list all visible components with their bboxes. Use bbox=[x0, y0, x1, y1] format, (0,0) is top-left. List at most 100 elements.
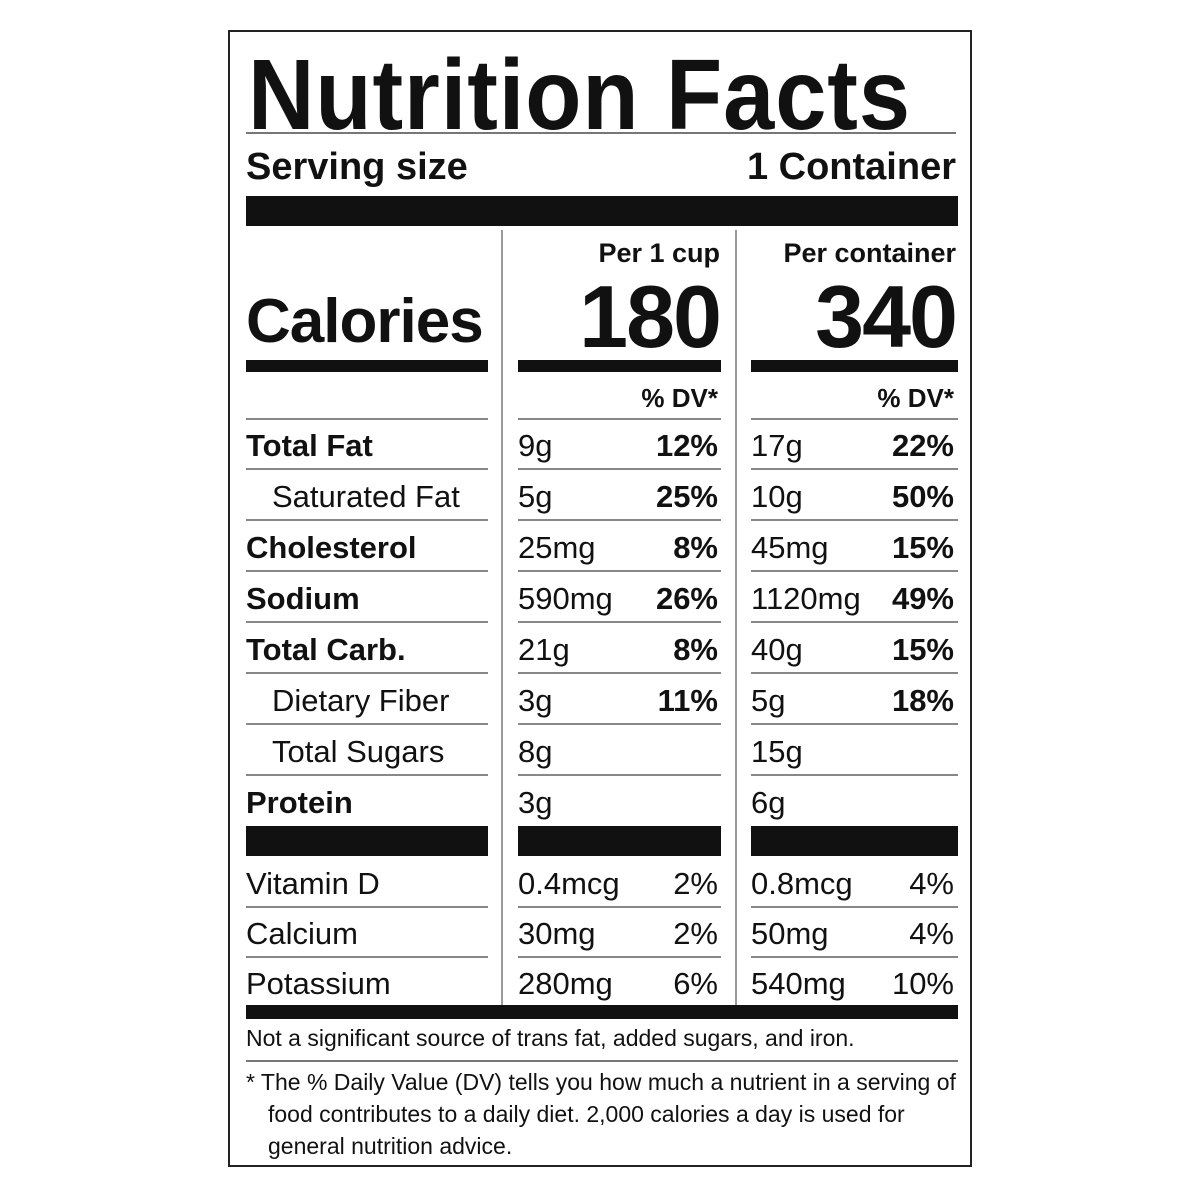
row-separator bbox=[751, 418, 958, 420]
nutrient-dv-per-cup: 26% bbox=[655, 581, 718, 616]
row-separator bbox=[246, 774, 488, 776]
nutrient-name: Total Carb. bbox=[246, 632, 406, 667]
nutrient-name: Total Sugars bbox=[272, 734, 445, 769]
row-separator bbox=[246, 570, 488, 572]
vitamin-amount-per-container: 50mg bbox=[751, 916, 829, 951]
row-separator bbox=[518, 570, 721, 572]
footnote-line-1: * The % Daily Value (DV) tells you how m… bbox=[246, 1069, 956, 1095]
calories-bar-col1 bbox=[518, 360, 721, 372]
footnote-line-3: general nutrition advice. bbox=[268, 1133, 513, 1159]
row-separator bbox=[518, 956, 721, 958]
row-separator bbox=[246, 672, 488, 674]
nutrient-name: Total Fat bbox=[246, 428, 373, 463]
row-separator bbox=[751, 956, 958, 958]
nutrient-dv-per-container: 22% bbox=[891, 428, 954, 463]
vitamin-dv-per-cup: 2% bbox=[673, 866, 718, 901]
nutrient-dv-per-container: 15% bbox=[891, 632, 954, 667]
row-separator bbox=[751, 672, 958, 674]
nutrient-amount-per-container: 6g bbox=[751, 785, 786, 820]
vitamin-amount-per-cup: 280mg bbox=[518, 966, 613, 1001]
nutrient-amount-per-container: 17g bbox=[751, 428, 803, 463]
nutrition-facts-label: Nutrition Facts Serving size 1 Container… bbox=[228, 30, 972, 1167]
thick-bar-bottom bbox=[246, 1005, 958, 1019]
vitamin-dv-per-cup: 2% bbox=[673, 916, 718, 951]
row-separator bbox=[751, 519, 958, 521]
calories-per-cup: 180 bbox=[579, 267, 722, 366]
serving-size-value: 1 Container bbox=[746, 146, 956, 188]
nutrient-row-total-fat: Total Fat 9g 12% 17g 22% bbox=[230, 420, 970, 470]
nutrient-amount-per-container: 10g bbox=[751, 479, 803, 514]
nutrient-amount-per-cup: 3g bbox=[518, 683, 553, 718]
nutrient-amount-per-cup: 21g bbox=[518, 632, 570, 667]
vitamin-row-vitamin-d: Vitamin D 0.4mcg 2% 0.8mcg 4% bbox=[230, 858, 970, 908]
vitamin-name: Potassium bbox=[246, 966, 391, 1001]
vitamin-row-calcium: Calcium 30mg 2% 50mg 4% bbox=[230, 908, 970, 958]
nutrient-dv-per-cup: 25% bbox=[655, 479, 718, 514]
row-separator bbox=[246, 906, 488, 908]
vitamin-dv-per-container: 10% bbox=[891, 966, 954, 1001]
column-divider-2 bbox=[735, 230, 737, 1005]
thick-bar-top bbox=[246, 196, 958, 226]
not-significant-note: Not a significant source of trans fat, a… bbox=[246, 1025, 855, 1051]
dv-header-per-cup: % DV* bbox=[641, 383, 718, 413]
row-separator bbox=[751, 621, 958, 623]
column-header-per-container: Per container bbox=[783, 238, 956, 268]
vitamin-dv-per-container: 4% bbox=[909, 916, 954, 951]
calories-label: Calories bbox=[246, 287, 484, 356]
nutrient-amount-per-cup: 25mg bbox=[518, 530, 596, 565]
nutrient-amount-per-container: 5g bbox=[751, 683, 786, 718]
nutrient-amount-per-container: 1120mg bbox=[751, 581, 861, 616]
row-separator bbox=[518, 774, 721, 776]
nutrient-row-cholesterol: Cholesterol 25mg 8% 45mg 15% bbox=[230, 522, 970, 572]
row-separator bbox=[246, 723, 488, 725]
vitamin-amount-per-container: 0.8mcg bbox=[751, 866, 853, 901]
daily-value-footnote: * The % Daily Value (DV) tells you how m… bbox=[246, 1066, 956, 1162]
row-separator bbox=[246, 418, 488, 420]
calories-per-container: 340 bbox=[815, 267, 958, 366]
row-separator bbox=[518, 519, 721, 521]
nutrient-dv-per-container: 15% bbox=[891, 530, 954, 565]
row-separator bbox=[246, 519, 488, 521]
protein-bar-name bbox=[246, 826, 488, 856]
nutrient-row-total-carb: Total Carb. 21g 8% 40g 15% bbox=[230, 624, 970, 674]
vitamin-dv-per-cup: 6% bbox=[673, 966, 718, 1001]
nutrient-row-saturated-fat: Saturated Fat 5g 25% 10g 50% bbox=[230, 471, 970, 521]
footnote-rule bbox=[246, 1060, 958, 1062]
title-rule bbox=[246, 132, 956, 134]
dv-header-per-container: % DV* bbox=[877, 383, 954, 413]
nutrient-row-sodium: Sodium 590mg 26% 1120mg 49% bbox=[230, 573, 970, 623]
nutrient-name: Protein bbox=[246, 785, 353, 820]
vitamin-amount-per-cup: 30mg bbox=[518, 916, 596, 951]
nutrient-name: Dietary Fiber bbox=[272, 683, 450, 718]
row-separator bbox=[246, 468, 488, 470]
column-header-per-cup: Per 1 cup bbox=[598, 238, 720, 268]
column-divider-1 bbox=[501, 230, 503, 1005]
footnote-line-2: food contributes to a daily diet. 2,000 … bbox=[268, 1101, 905, 1127]
vitamin-amount-per-cup: 0.4mcg bbox=[518, 866, 620, 901]
vitamin-name: Vitamin D bbox=[246, 866, 380, 901]
nutrient-amount-per-cup: 8g bbox=[518, 734, 553, 769]
nutrient-dv-per-container: 18% bbox=[891, 683, 954, 718]
vitamin-name: Calcium bbox=[246, 916, 358, 951]
nutrient-amount-per-container: 15g bbox=[751, 734, 803, 769]
row-separator bbox=[246, 621, 488, 623]
row-separator bbox=[518, 672, 721, 674]
nutrient-amount-per-container: 40g bbox=[751, 632, 803, 667]
nutrient-dv-per-container: 49% bbox=[891, 581, 954, 616]
nutrient-dv-per-cup: 8% bbox=[673, 530, 718, 565]
calories-bar-col2 bbox=[751, 360, 958, 372]
nutrient-amount-per-cup: 5g bbox=[518, 479, 553, 514]
vitamin-amount-per-container: 540mg bbox=[751, 966, 846, 1001]
nutrient-row-total-sugars: Total Sugars 8g 15g bbox=[230, 726, 970, 776]
nutrient-name: Cholesterol bbox=[246, 530, 417, 565]
vitamin-dv-per-container: 4% bbox=[909, 866, 954, 901]
nutrient-amount-per-cup: 3g bbox=[518, 785, 553, 820]
row-separator bbox=[751, 468, 958, 470]
nutrient-name: Sodium bbox=[246, 581, 360, 616]
label-title: Nutrition Facts bbox=[248, 39, 911, 151]
nutrient-amount-per-cup: 9g bbox=[518, 428, 553, 463]
nutrient-name: Saturated Fat bbox=[272, 479, 460, 514]
row-separator bbox=[246, 956, 488, 958]
vitamin-row-potassium: Potassium 280mg 6% 540mg 10% bbox=[230, 958, 970, 1008]
nutrient-dv-per-cup: 8% bbox=[673, 632, 718, 667]
